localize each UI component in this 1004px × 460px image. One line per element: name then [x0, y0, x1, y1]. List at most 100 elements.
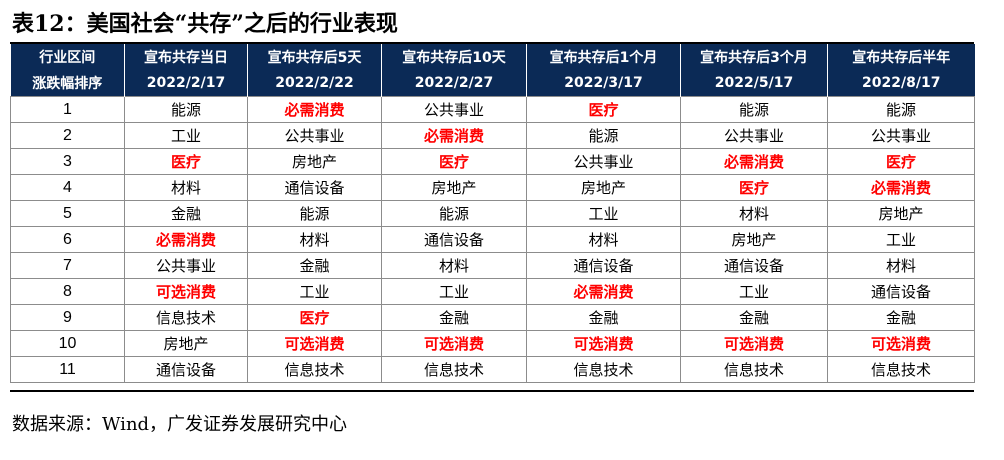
industry-cell: 医疗: [247, 304, 382, 331]
industry-cell: 必需消费: [827, 174, 975, 201]
header-date-cell: 2022/8/17: [827, 70, 975, 97]
industry-cell: 公共事业: [680, 122, 828, 149]
industry-cell: 必需消费: [526, 278, 681, 305]
industry-cell: 必需消费: [124, 226, 248, 253]
industry-cell: 信息技术: [247, 356, 382, 383]
header-row-labels: 行业区间 宣布共存当日 宣布共存后5天 宣布共存后10天 宣布共存后1个月 宣布…: [10, 44, 975, 70]
rank-cell: 8: [10, 278, 125, 305]
header-cell: 行业区间: [10, 44, 125, 70]
industry-cell: 通信设备: [381, 226, 527, 253]
industry-cell: 医疗: [526, 96, 681, 123]
industry-cell: 工业: [381, 278, 527, 305]
industry-cell: 金融: [827, 304, 975, 331]
table-row: 8 可选消费 工业 工业 必需消费 工业 通信设备: [10, 278, 975, 305]
industry-cell: 医疗: [827, 148, 975, 175]
table-row: 4 材料 通信设备 房地产 房地产 医疗 必需消费: [10, 174, 975, 201]
rank-cell: 4: [10, 174, 125, 201]
table-body: 1 能源 必需消费 公共事业 医疗 能源 能源 2 工业 公共事业 必需消费 能源 公共事业 公共事业 3 医…: [10, 96, 975, 383]
table-row: 11 通信设备 信息技术 信息技术 信息技术 信息技术 信息技术: [10, 356, 975, 383]
industry-cell: 房地产: [381, 174, 527, 201]
industry-cell: 能源: [680, 96, 828, 123]
header-cell: 宣布共存当日: [124, 44, 248, 70]
industry-cell: 信息技术: [124, 304, 248, 331]
industry-cell: 金融: [526, 304, 681, 331]
industry-cell: 公共事业: [827, 122, 975, 149]
header-cell: 宣布共存后5天: [247, 44, 382, 70]
rank-cell: 3: [10, 148, 125, 175]
header-date-cell: 2022/2/27: [381, 70, 527, 97]
industry-cell: 房地产: [680, 226, 828, 253]
bottom-rule: [10, 390, 974, 392]
rank-cell: 1: [10, 96, 125, 123]
industry-cell: 信息技术: [680, 356, 828, 383]
industry-cell: 可选消费: [247, 330, 382, 357]
header-cell: 涨跌幅排序: [10, 70, 125, 97]
header-date-cell: 2022/5/17: [680, 70, 828, 97]
industry-cell: 信息技术: [526, 356, 681, 383]
industry-cell: 金融: [247, 252, 382, 279]
industry-cell: 金融: [124, 200, 248, 227]
header-date-cell: 2022/2/17: [124, 70, 248, 97]
industry-cell: 信息技术: [381, 356, 527, 383]
table-row: 1 能源 必需消费 公共事业 医疗 能源 能源: [10, 96, 975, 123]
industry-cell: 医疗: [381, 148, 527, 175]
header-cell: 宣布共存后3个月: [680, 44, 828, 70]
table-row: 5 金融 能源 能源 工业 材料 房地产: [10, 200, 975, 227]
industry-cell: 材料: [247, 226, 382, 253]
rank-cell: 11: [10, 356, 125, 383]
industry-cell: 房地产: [526, 174, 681, 201]
industry-cell: 工业: [247, 278, 382, 305]
industry-cell: 必需消费: [247, 96, 382, 123]
rank-cell: 9: [10, 304, 125, 331]
top-rule: [10, 42, 974, 44]
industry-cell: 材料: [381, 252, 527, 279]
rank-cell: 5: [10, 200, 125, 227]
header-cell: 宣布共存后半年: [827, 44, 975, 70]
industry-cell: 公共事业: [247, 122, 382, 149]
industry-cell: 房地产: [124, 330, 248, 357]
rank-cell: 2: [10, 122, 125, 149]
industry-cell: 通信设备: [526, 252, 681, 279]
industry-cell: 能源: [827, 96, 975, 123]
table-row: 6 必需消费 材料 通信设备 材料 房地产 工业: [10, 226, 975, 253]
industry-cell: 材料: [827, 252, 975, 279]
source-note: 数据来源：Wind，广发证券发展研究中心: [12, 414, 348, 435]
industry-ranking-table: 行业区间 宣布共存当日 宣布共存后5天 宣布共存后10天 宣布共存后1个月 宣布…: [10, 44, 975, 383]
table-row: 7 公共事业 金融 材料 通信设备 通信设备 材料: [10, 252, 975, 279]
industry-cell: 必需消费: [381, 122, 527, 149]
industry-cell: 可选消费: [680, 330, 828, 357]
industry-cell: 能源: [526, 122, 681, 149]
rank-cell: 6: [10, 226, 125, 253]
industry-cell: 工业: [680, 278, 828, 305]
industry-cell: 通信设备: [124, 356, 248, 383]
industry-cell: 信息技术: [827, 356, 975, 383]
industry-cell: 医疗: [680, 174, 828, 201]
industry-cell: 可选消费: [124, 278, 248, 305]
industry-cell: 必需消费: [680, 148, 828, 175]
industry-cell: 通信设备: [680, 252, 828, 279]
industry-cell: 房地产: [827, 200, 975, 227]
industry-cell: 能源: [381, 200, 527, 227]
rank-cell: 10: [10, 330, 125, 357]
industry-cell: 材料: [680, 200, 828, 227]
header-cell: 宣布共存后1个月: [526, 44, 681, 70]
industry-cell: 金融: [381, 304, 527, 331]
header-cell: 宣布共存后10天: [381, 44, 527, 70]
industry-cell: 材料: [526, 226, 681, 253]
industry-cell: 公共事业: [526, 148, 681, 175]
industry-cell: 可选消费: [381, 330, 527, 357]
rank-cell: 7: [10, 252, 125, 279]
industry-cell: 通信设备: [827, 278, 975, 305]
table-row: 9 信息技术 医疗 金融 金融 金融 金融: [10, 304, 975, 331]
industry-cell: 能源: [124, 96, 248, 123]
table-row: 2 工业 公共事业 必需消费 能源 公共事业 公共事业: [10, 122, 975, 149]
industry-cell: 工业: [124, 122, 248, 149]
industry-cell: 工业: [526, 200, 681, 227]
industry-cell: 工业: [827, 226, 975, 253]
industry-cell: 房地产: [247, 148, 382, 175]
industry-cell: 可选消费: [526, 330, 681, 357]
industry-cell: 医疗: [124, 148, 248, 175]
industry-cell: 能源: [247, 200, 382, 227]
table-row: 10 房地产 可选消费 可选消费 可选消费 可选消费 可选消费: [10, 330, 975, 357]
industry-cell: 可选消费: [827, 330, 975, 357]
